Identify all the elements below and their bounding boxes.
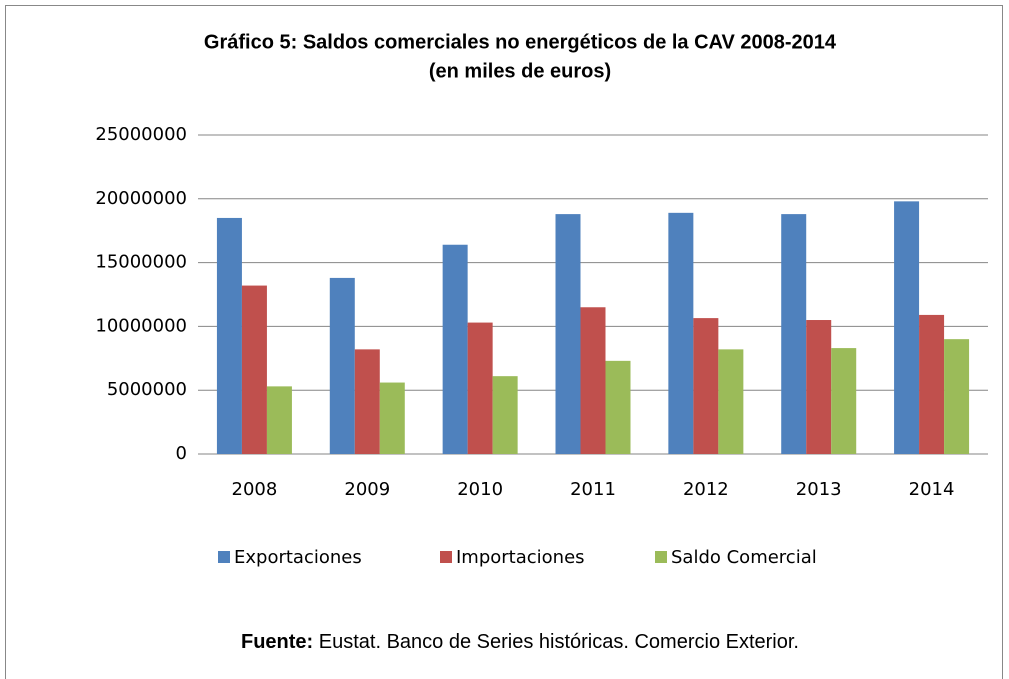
bar [329, 277, 355, 454]
bar [580, 307, 606, 454]
legend-label: Exportaciones [234, 547, 362, 568]
y-tick-label: 20000000 [95, 188, 187, 209]
source-text: Eustat. Banco de Series históricas. Come… [313, 631, 799, 653]
x-tick-label: 2011 [570, 479, 616, 500]
bar [944, 339, 970, 454]
bar [693, 318, 719, 454]
chart-subtitle: (en miles de euros) [429, 60, 611, 82]
x-tick-label: 2009 [344, 479, 390, 500]
bar [718, 349, 744, 454]
x-tick-label: 2008 [232, 479, 278, 500]
bar [668, 212, 694, 454]
bar [781, 214, 807, 454]
bar [806, 320, 832, 454]
chart-border [5, 5, 1003, 679]
y-tick-label: 5000000 [107, 379, 187, 400]
bar [894, 201, 920, 454]
bar [241, 285, 267, 454]
bar [216, 217, 242, 454]
bar [492, 376, 518, 454]
y-tick-label: 25000000 [95, 124, 187, 145]
bar [555, 214, 581, 454]
bar [831, 348, 857, 454]
bar [919, 314, 945, 454]
legend-label: Saldo Comercial [671, 547, 817, 568]
x-tick-label: 2014 [909, 479, 955, 500]
legend-swatch [218, 551, 230, 563]
bar [605, 360, 631, 454]
x-tick-label: 2012 [683, 479, 729, 500]
y-tick-label: 10000000 [95, 315, 187, 336]
legend-label: Importaciones [456, 547, 585, 568]
x-tick-label: 2010 [457, 479, 503, 500]
bar [379, 382, 405, 454]
legend-swatch [440, 551, 452, 563]
source-note: Fuente: Eustat. Banco de Series históric… [241, 631, 799, 653]
y-tick-label: 0 [176, 443, 187, 464]
legend-swatch [655, 551, 667, 563]
x-tick-label: 2013 [796, 479, 842, 500]
bar [442, 244, 468, 454]
bar [467, 322, 493, 454]
chart-title: Gráfico 5: Saldos comerciales no energét… [204, 31, 837, 53]
bar [354, 349, 380, 454]
bar [266, 386, 292, 454]
source-label: Fuente: [241, 631, 313, 653]
y-tick-label: 15000000 [95, 252, 187, 273]
